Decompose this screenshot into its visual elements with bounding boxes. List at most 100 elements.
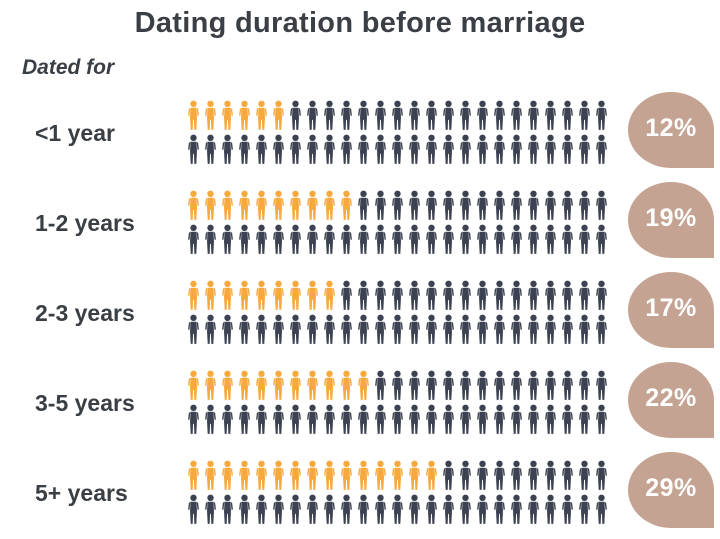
person-icon bbox=[339, 280, 354, 312]
person-icon bbox=[390, 280, 405, 312]
person-icon bbox=[322, 314, 337, 346]
person-icon bbox=[254, 494, 269, 526]
person-icon-highlighted bbox=[356, 460, 371, 492]
person-icon bbox=[322, 494, 337, 526]
person-icon bbox=[492, 494, 507, 526]
person-icon-highlighted bbox=[322, 370, 337, 402]
page-title: Dating duration before marriage bbox=[134, 7, 586, 39]
person-icon bbox=[424, 224, 439, 256]
person-icon bbox=[407, 190, 422, 222]
person-icon bbox=[475, 460, 490, 492]
person-icon bbox=[560, 134, 575, 166]
person-icon bbox=[305, 314, 320, 346]
person-icon bbox=[509, 224, 524, 256]
person-icon-highlighted bbox=[339, 190, 354, 222]
person-icon bbox=[254, 134, 269, 166]
person-icon-highlighted bbox=[203, 460, 218, 492]
person-icon bbox=[237, 494, 252, 526]
chart-row: <1 year 12% bbox=[0, 88, 720, 178]
person-icon bbox=[543, 314, 558, 346]
person-icon bbox=[475, 280, 490, 312]
person-icon bbox=[271, 224, 286, 256]
person-icon bbox=[475, 314, 490, 346]
person-icon bbox=[288, 100, 303, 132]
person-icon bbox=[356, 314, 371, 346]
person-icon bbox=[407, 100, 422, 132]
person-icon-highlighted bbox=[186, 280, 201, 312]
person-icon-highlighted bbox=[271, 100, 286, 132]
person-icon bbox=[594, 100, 609, 132]
percentage-badge: 19% bbox=[628, 181, 714, 258]
person-icon bbox=[577, 134, 592, 166]
person-icon-highlighted bbox=[220, 190, 235, 222]
person-icon bbox=[458, 100, 473, 132]
person-icon bbox=[186, 224, 201, 256]
person-icon bbox=[526, 280, 541, 312]
person-icon-highlighted bbox=[305, 190, 320, 222]
person-icon bbox=[271, 404, 286, 436]
person-icon bbox=[475, 134, 490, 166]
person-icon bbox=[373, 404, 388, 436]
person-icon-highlighted bbox=[288, 460, 303, 492]
person-icon bbox=[594, 370, 609, 402]
chart-row: 2-3 years 17% bbox=[0, 268, 720, 358]
person-icon bbox=[509, 404, 524, 436]
person-icon bbox=[305, 404, 320, 436]
person-icon bbox=[526, 100, 541, 132]
person-icon-highlighted bbox=[237, 100, 252, 132]
person-icon-highlighted bbox=[356, 370, 371, 402]
person-icon bbox=[560, 100, 575, 132]
person-icon bbox=[339, 314, 354, 346]
person-icon-highlighted bbox=[237, 280, 252, 312]
person-icon bbox=[458, 224, 473, 256]
person-icon bbox=[373, 370, 388, 402]
person-icon-highlighted bbox=[288, 370, 303, 402]
person-icon bbox=[492, 460, 507, 492]
person-icon-highlighted bbox=[237, 370, 252, 402]
person-icon bbox=[424, 494, 439, 526]
person-icon bbox=[441, 280, 456, 312]
percentage-badge: 22% bbox=[628, 361, 714, 438]
person-icon-highlighted bbox=[271, 280, 286, 312]
person-icon bbox=[322, 134, 337, 166]
person-icon bbox=[186, 314, 201, 346]
person-icon-highlighted bbox=[220, 460, 235, 492]
person-icon bbox=[237, 314, 252, 346]
person-icon-highlighted bbox=[186, 370, 201, 402]
person-icon bbox=[407, 224, 422, 256]
person-icon bbox=[424, 190, 439, 222]
person-icon bbox=[594, 314, 609, 346]
person-icon bbox=[373, 134, 388, 166]
person-icon bbox=[441, 224, 456, 256]
person-icon bbox=[373, 314, 388, 346]
person-icon bbox=[526, 460, 541, 492]
person-icon bbox=[543, 370, 558, 402]
person-icon bbox=[458, 404, 473, 436]
icon-grid bbox=[186, 190, 614, 256]
person-icon bbox=[577, 280, 592, 312]
person-icon bbox=[560, 190, 575, 222]
person-icon bbox=[492, 314, 507, 346]
person-icon bbox=[526, 190, 541, 222]
person-icon bbox=[356, 190, 371, 222]
person-icon bbox=[577, 460, 592, 492]
person-icon bbox=[288, 314, 303, 346]
person-icon bbox=[356, 280, 371, 312]
person-icon bbox=[203, 404, 218, 436]
person-icon bbox=[509, 460, 524, 492]
icon-line bbox=[186, 190, 614, 222]
row-label: 2-3 years bbox=[35, 299, 135, 326]
person-icon bbox=[594, 404, 609, 436]
person-icon bbox=[560, 224, 575, 256]
person-icon bbox=[254, 404, 269, 436]
person-icon bbox=[543, 134, 558, 166]
person-icon bbox=[458, 370, 473, 402]
person-icon bbox=[407, 314, 422, 346]
person-icon bbox=[339, 494, 354, 526]
person-icon bbox=[220, 314, 235, 346]
person-icon bbox=[594, 224, 609, 256]
person-icon-highlighted bbox=[407, 460, 422, 492]
person-icon-highlighted bbox=[254, 280, 269, 312]
percentage-badge-label: 19% bbox=[645, 203, 697, 232]
